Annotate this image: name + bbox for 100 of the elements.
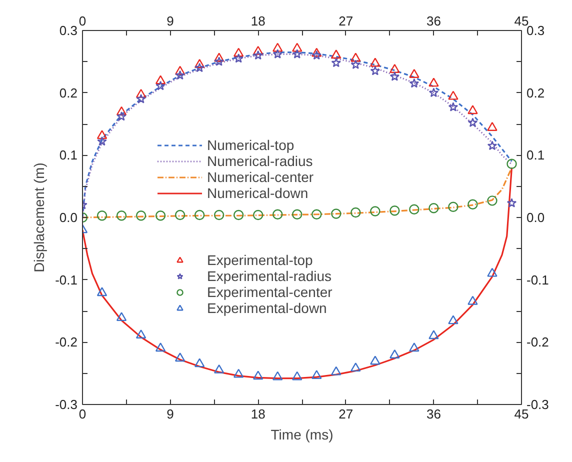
y2-tick-label: -0.3 [526, 397, 549, 412]
point [253, 50, 263, 60]
point [214, 56, 224, 66]
point [370, 58, 380, 67]
point [155, 210, 166, 221]
y-tick-label: -0.2 [55, 334, 78, 350]
legend-label: Experimental-top [207, 252, 313, 268]
x-tick-label: 9 [166, 14, 174, 28]
point [194, 358, 205, 368]
point [409, 68, 420, 78]
y-tick-label: 0.2 [59, 85, 78, 100]
point [487, 122, 498, 131]
point [194, 58, 205, 68]
point [233, 210, 244, 220]
point [448, 202, 458, 212]
point [174, 352, 186, 362]
point [428, 330, 439, 340]
point [96, 210, 108, 221]
y-axis-title: Displacement (m) [31, 162, 48, 272]
point [253, 370, 264, 380]
point [136, 210, 146, 221]
point [331, 208, 342, 219]
x-tick-label: 27 [338, 14, 354, 28]
point [136, 94, 146, 104]
point [234, 53, 244, 63]
y2-tick-label: -0.2 [526, 334, 549, 350]
legend-label: Numerical-top [207, 137, 294, 153]
point [214, 52, 224, 62]
point [409, 78, 420, 88]
y-tick-label: 0.0 [59, 210, 78, 225]
point [409, 204, 420, 214]
y-tick-label: 0.1 [59, 148, 78, 163]
x2-tick-label: 27 [338, 406, 354, 422]
point [272, 209, 283, 220]
legend-label: Experimental-radius [207, 268, 332, 284]
point [292, 42, 302, 52]
point [487, 140, 498, 150]
point [312, 209, 322, 220]
point [253, 46, 264, 55]
point [174, 210, 186, 220]
point [428, 78, 439, 87]
y2-tick-label: 0.1 [526, 148, 545, 163]
point [312, 50, 322, 60]
y-tick-label: -0.3 [55, 397, 78, 412]
point [292, 371, 302, 380]
point [312, 370, 322, 380]
point [448, 102, 458, 112]
point [506, 198, 517, 208]
x2-tick-label: 0 [78, 406, 86, 422]
point [468, 118, 478, 127]
point [272, 371, 283, 380]
x-tick-label: 36 [426, 14, 441, 28]
point [428, 203, 439, 214]
point [390, 349, 400, 358]
point [390, 72, 400, 81]
point [194, 210, 205, 220]
point [331, 58, 342, 68]
point [409, 342, 420, 352]
point [155, 75, 166, 84]
point [370, 66, 380, 76]
point [96, 130, 108, 140]
legend-label: Numerical-radius [207, 153, 313, 169]
point [272, 42, 283, 52]
point [468, 296, 478, 305]
point [116, 111, 126, 121]
legend-label: Numerical-down [207, 185, 308, 201]
point [390, 206, 400, 216]
x-tick-label: 18 [250, 14, 266, 28]
point [468, 199, 478, 210]
point [312, 48, 322, 57]
point [350, 207, 361, 218]
legend-label: Experimental-center [207, 284, 332, 300]
point [175, 70, 185, 80]
y2-tick-label: 0.0 [526, 210, 545, 225]
point [350, 362, 361, 372]
point [350, 60, 361, 70]
point [487, 196, 498, 206]
y2-tick-label: 0.2 [526, 85, 545, 100]
point [214, 364, 224, 374]
point [292, 209, 302, 220]
point [292, 49, 302, 58]
point [428, 88, 439, 98]
point [390, 64, 400, 73]
x2-tick-label: 18 [250, 406, 266, 422]
point [116, 210, 127, 221]
legend-label: Numerical-center [207, 169, 314, 185]
x2-tick-label: 45 [514, 406, 529, 422]
y-tick-label: -0.1 [55, 272, 78, 288]
point [116, 312, 127, 322]
point [233, 368, 244, 378]
y2-tick-label: 0.3 [526, 23, 545, 38]
point [136, 330, 146, 339]
point [272, 49, 282, 58]
point [174, 66, 186, 75]
point [331, 50, 342, 59]
point [331, 366, 342, 376]
point [194, 62, 204, 72]
point [97, 136, 107, 146]
point [233, 48, 244, 57]
point [487, 268, 498, 277]
